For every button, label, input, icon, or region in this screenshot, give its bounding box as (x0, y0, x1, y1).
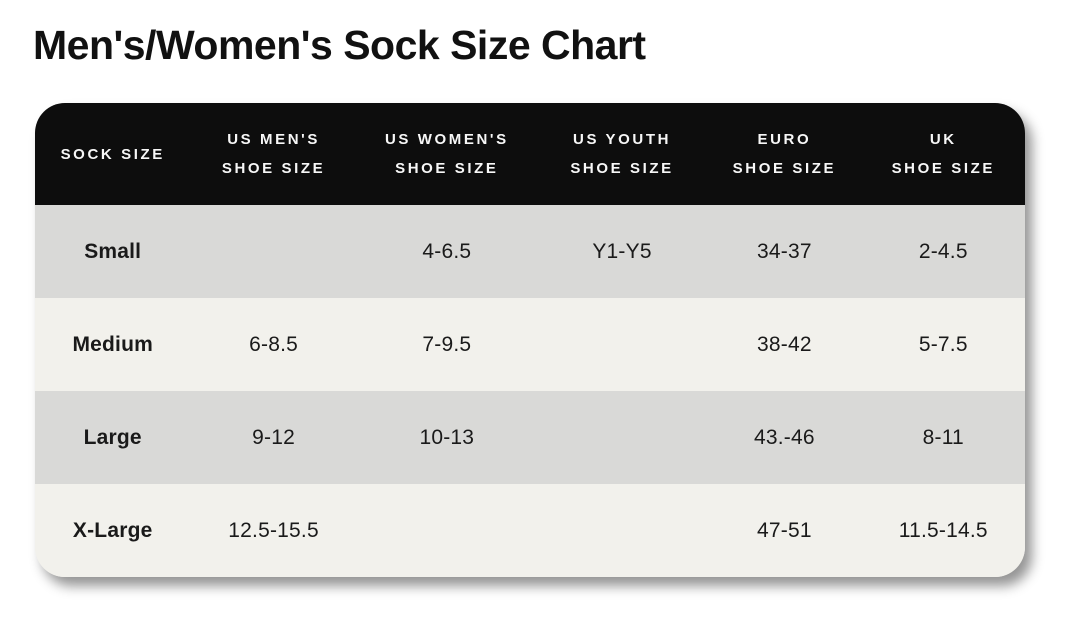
euro-value: 47-51 (757, 518, 812, 542)
sock-size-label: Small (84, 239, 142, 263)
us-womens-value: 7-9.5 (422, 332, 472, 356)
column-header-us-womens: US WOMEN'S SHOE SIZE (357, 125, 537, 183)
table-row-large: Large 9-12 10-13 43.-46 8-11 (35, 391, 1025, 484)
table-header-row: SOCK SIZE US MEN'S SHOE SIZE US WOMEN'S … (35, 103, 1025, 205)
uk-value: 11.5-14.5 (898, 518, 988, 542)
column-header-line: SHOE SIZE (732, 160, 837, 177)
sock-size-chart-card: SOCK SIZE US MEN'S SHOE SIZE US WOMEN'S … (35, 103, 1025, 577)
euro-value: 38-42 (757, 332, 812, 356)
us-womens-value: 4-6.5 (422, 239, 472, 263)
column-header-line: US YOUTH (573, 131, 672, 148)
column-header-line: SHOE SIZE (395, 160, 499, 177)
table-row-xlarge: X-Large 12.5-15.5 47-51 11.5-14.5 (35, 484, 1025, 577)
sock-size-label: Large (83, 425, 142, 449)
column-header-line: SHOE SIZE (891, 160, 995, 177)
column-header-line: EURO (757, 131, 812, 148)
uk-value: 2-4.5 (918, 239, 968, 263)
us-mens-value: 9-12 (252, 425, 295, 449)
column-header-line: US MEN'S (227, 131, 320, 148)
column-header-uk: UK SHOE SIZE (862, 125, 1025, 183)
euro-value: 34-37 (757, 239, 812, 263)
page-title: Men's/Women's Sock Size Chart (33, 22, 646, 68)
uk-value: 5-7.5 (918, 332, 968, 356)
column-header-line: UK (929, 131, 957, 148)
sock-size-label: X-Large (72, 518, 153, 542)
column-header-line: US WOMEN'S (384, 131, 509, 148)
table-row-medium: Medium 6-8.5 7-9.5 38-42 5-7.5 (35, 298, 1025, 391)
us-mens-value: 6-8.5 (249, 332, 299, 356)
column-header-euro: EURO SHOE SIZE (707, 125, 861, 183)
us-youth-value: Y1-Y5 (592, 239, 652, 263)
column-header-us-mens: US MEN'S SHOE SIZE (190, 125, 356, 183)
us-womens-value: 10-13 (419, 425, 475, 449)
column-header-sock-size: SOCK SIZE (35, 140, 190, 169)
table-row-small: Small 4-6.5 Y1-Y5 34-37 2-4.5 (35, 205, 1025, 298)
column-header-line: SHOE SIZE (221, 160, 326, 177)
column-header-line: SHOE SIZE (570, 160, 674, 177)
column-header-us-youth: US YOUTH SHOE SIZE (537, 125, 707, 183)
sock-size-label: Medium (72, 332, 153, 356)
euro-value: 43.-46 (754, 425, 815, 449)
uk-value: 8-11 (922, 425, 964, 449)
column-header-line: SOCK SIZE (60, 145, 165, 163)
us-mens-value: 12.5-15.5 (228, 518, 319, 542)
